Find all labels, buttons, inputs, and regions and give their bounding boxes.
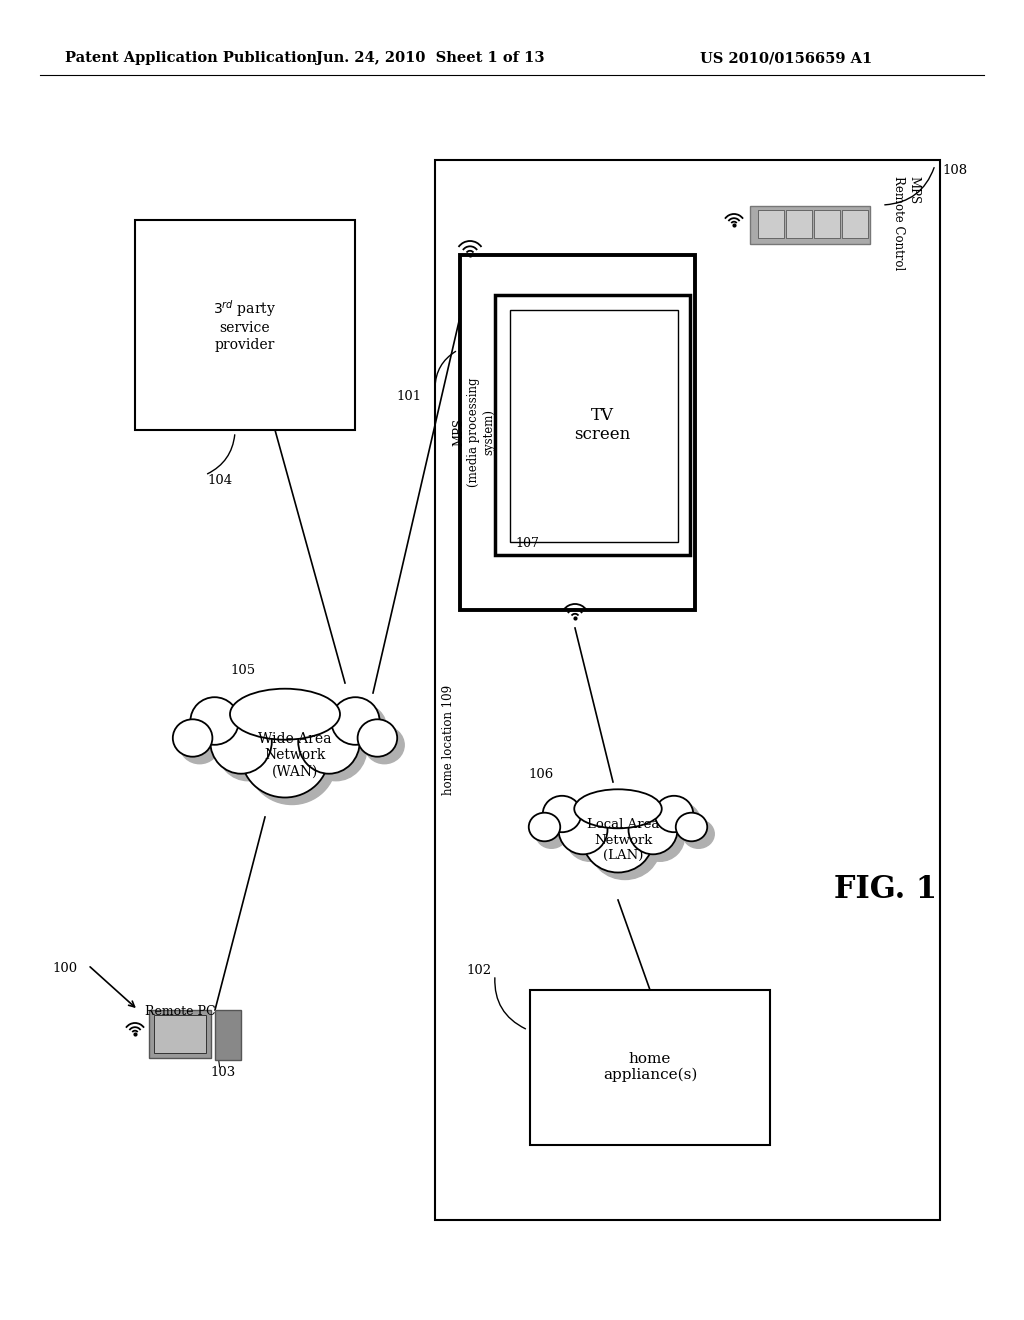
Ellipse shape: [248, 719, 336, 804]
Ellipse shape: [590, 814, 660, 879]
Text: 105: 105: [230, 664, 255, 676]
Ellipse shape: [676, 813, 708, 841]
Ellipse shape: [180, 726, 219, 764]
Ellipse shape: [331, 697, 380, 744]
Text: $3^{rd}$ party
service
provider: $3^{rd}$ party service provider: [213, 298, 276, 351]
Ellipse shape: [574, 789, 662, 829]
Text: 101: 101: [397, 389, 422, 403]
FancyBboxPatch shape: [786, 210, 812, 238]
Ellipse shape: [582, 796, 669, 836]
Ellipse shape: [654, 796, 693, 832]
FancyBboxPatch shape: [530, 990, 770, 1144]
Text: Patent Application Publication: Patent Application Publication: [65, 51, 317, 65]
FancyBboxPatch shape: [758, 210, 784, 238]
Ellipse shape: [629, 805, 678, 854]
FancyBboxPatch shape: [150, 1010, 211, 1059]
FancyBboxPatch shape: [750, 206, 870, 244]
Ellipse shape: [528, 813, 560, 841]
Ellipse shape: [237, 696, 347, 747]
Ellipse shape: [305, 715, 367, 780]
Ellipse shape: [662, 803, 700, 840]
Ellipse shape: [210, 709, 271, 774]
Text: 102: 102: [467, 964, 492, 977]
FancyBboxPatch shape: [495, 294, 690, 554]
Text: 104: 104: [207, 474, 232, 487]
Text: US 2010/0156659 A1: US 2010/0156659 A1: [700, 51, 872, 65]
Text: MPS
Remote Control: MPS Remote Control: [892, 176, 920, 271]
Text: Remote PC: Remote PC: [144, 1005, 215, 1018]
Ellipse shape: [550, 803, 588, 840]
Text: 103: 103: [210, 1065, 236, 1078]
FancyBboxPatch shape: [510, 310, 678, 543]
Ellipse shape: [357, 719, 397, 756]
Ellipse shape: [241, 713, 329, 797]
Ellipse shape: [583, 808, 653, 873]
Ellipse shape: [365, 726, 404, 764]
Ellipse shape: [543, 796, 582, 832]
Text: 100: 100: [53, 961, 78, 974]
FancyBboxPatch shape: [135, 220, 355, 430]
Ellipse shape: [190, 697, 239, 744]
Ellipse shape: [173, 719, 212, 756]
FancyBboxPatch shape: [215, 1010, 241, 1060]
Ellipse shape: [683, 820, 715, 849]
Ellipse shape: [338, 704, 387, 752]
Text: Local Area
Network
(LAN): Local Area Network (LAN): [587, 818, 659, 862]
Ellipse shape: [217, 715, 279, 780]
FancyBboxPatch shape: [814, 210, 840, 238]
FancyBboxPatch shape: [842, 210, 868, 238]
Ellipse shape: [198, 704, 246, 752]
Ellipse shape: [298, 709, 359, 774]
Text: 106: 106: [528, 768, 553, 781]
FancyBboxPatch shape: [460, 255, 695, 610]
Ellipse shape: [230, 689, 340, 739]
Text: Wide Area
Network
(WAN): Wide Area Network (WAN): [258, 731, 332, 779]
Text: 108: 108: [942, 164, 967, 177]
Text: Jun. 24, 2010  Sheet 1 of 13: Jun. 24, 2010 Sheet 1 of 13: [315, 51, 544, 65]
Text: home
appliance(s): home appliance(s): [603, 1052, 697, 1082]
Ellipse shape: [636, 812, 684, 862]
Ellipse shape: [558, 805, 607, 854]
Text: FIG. 1: FIG. 1: [834, 874, 937, 906]
FancyBboxPatch shape: [154, 1015, 206, 1053]
Text: TV
screen: TV screen: [574, 407, 631, 444]
FancyBboxPatch shape: [435, 160, 940, 1220]
Text: home location 109: home location 109: [441, 685, 455, 795]
Ellipse shape: [565, 812, 614, 862]
Ellipse shape: [536, 820, 567, 849]
Text: 107: 107: [515, 537, 539, 550]
Text: MPS
(media processing
system): MPS (media processing system): [453, 378, 496, 487]
